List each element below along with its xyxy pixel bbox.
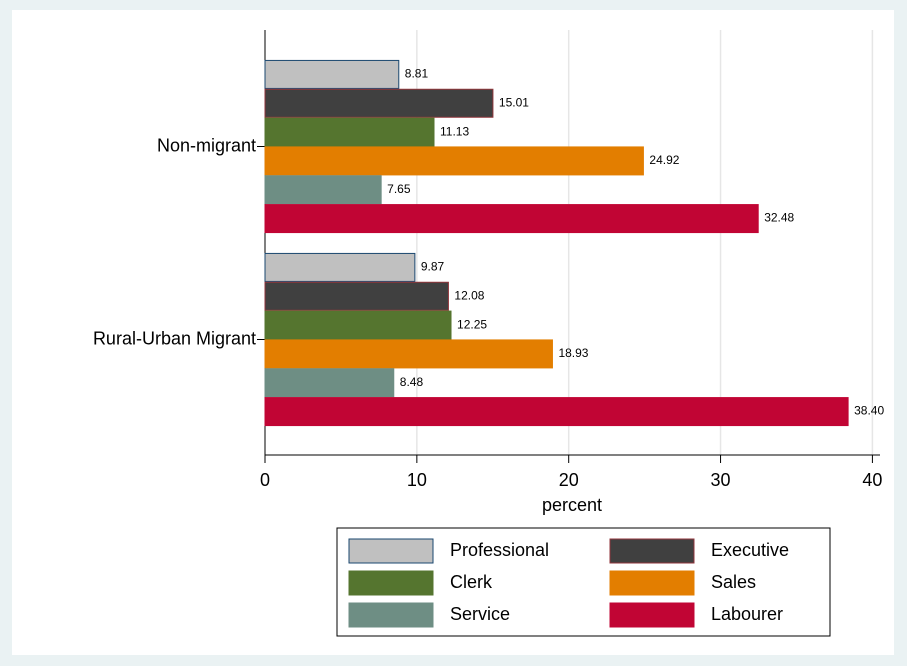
legend-swatch bbox=[609, 602, 695, 628]
y-tick-label: Non-migrant bbox=[157, 135, 256, 155]
bar bbox=[264, 59, 400, 89]
bar bbox=[264, 310, 452, 340]
x-tick-label: 40 bbox=[862, 470, 882, 490]
bar bbox=[264, 88, 494, 118]
legend-label: Clerk bbox=[450, 572, 493, 592]
x-tick-label: 30 bbox=[711, 470, 731, 490]
legend-label: Sales bbox=[711, 572, 756, 592]
legend-label: Labourer bbox=[711, 604, 783, 624]
bar bbox=[264, 368, 395, 398]
bar bbox=[264, 339, 553, 369]
x-axis-label: percent bbox=[542, 495, 602, 515]
value-label: 18.93 bbox=[558, 346, 588, 360]
legend-swatch bbox=[348, 538, 434, 564]
value-label: 8.48 bbox=[400, 375, 424, 389]
x-tick-label: 20 bbox=[559, 470, 579, 490]
bar bbox=[264, 204, 759, 234]
value-label: 15.01 bbox=[499, 95, 529, 109]
value-label: 12.08 bbox=[454, 288, 484, 302]
bar bbox=[264, 175, 382, 205]
legend-swatch bbox=[609, 570, 695, 596]
value-label: 24.92 bbox=[649, 153, 679, 167]
legend-label: Service bbox=[450, 604, 510, 624]
value-label: 7.65 bbox=[387, 182, 411, 196]
value-label: 11.13 bbox=[440, 124, 469, 138]
y-tick-label: Rural-Urban Migrant bbox=[93, 328, 256, 348]
bar bbox=[264, 117, 435, 147]
legend-label: Professional bbox=[450, 540, 549, 560]
x-tick-label: 0 bbox=[260, 470, 270, 490]
legend-swatch bbox=[348, 570, 434, 596]
bar bbox=[264, 397, 849, 427]
value-label: 38.40 bbox=[854, 404, 884, 418]
value-label: 32.48 bbox=[764, 211, 794, 225]
legend-swatch bbox=[609, 538, 695, 564]
legend-label: Executive bbox=[711, 540, 789, 560]
value-label: 12.25 bbox=[457, 317, 487, 331]
value-label: 8.81 bbox=[405, 67, 429, 81]
bar bbox=[264, 281, 449, 311]
bar bbox=[264, 252, 416, 282]
value-label: 9.87 bbox=[421, 260, 445, 274]
bar bbox=[264, 146, 644, 176]
legend-swatch bbox=[348, 602, 434, 628]
x-tick-label: 10 bbox=[407, 470, 427, 490]
